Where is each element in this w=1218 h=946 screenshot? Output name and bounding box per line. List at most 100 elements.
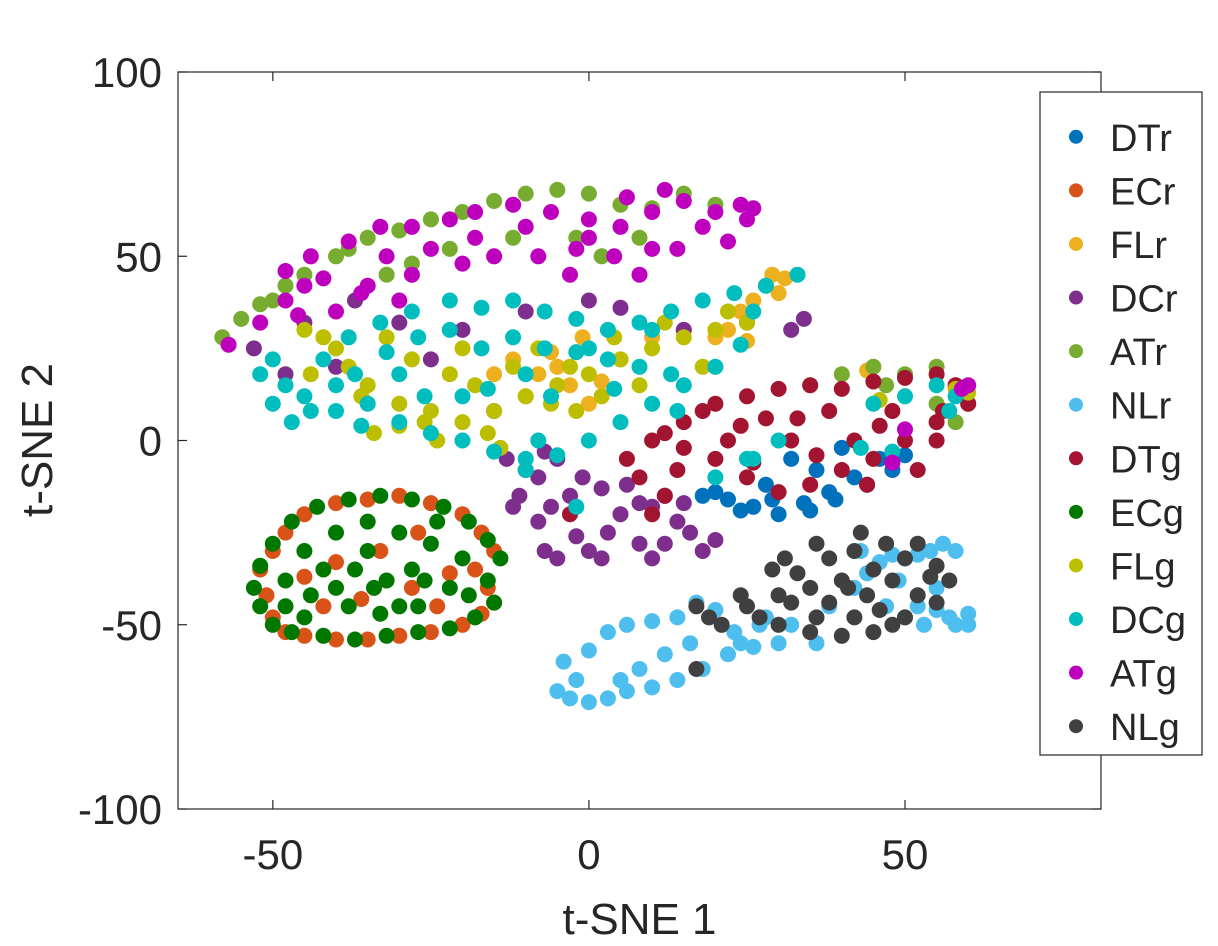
point-ATg-42 xyxy=(884,454,901,471)
point-DCg-5 xyxy=(391,414,408,431)
point-ATg-10 xyxy=(467,204,484,220)
point-ATg-14 xyxy=(612,218,629,235)
point-ECr-5 xyxy=(391,627,408,644)
point-NLg-8 xyxy=(897,550,913,567)
legend-marker-DTr xyxy=(1069,129,1083,144)
point-DTg-19 xyxy=(833,462,850,478)
point-ECg-16 xyxy=(372,487,389,504)
point-DCg-64 xyxy=(884,443,901,460)
point-DCg-10 xyxy=(549,447,566,464)
point-FLg-1 xyxy=(315,329,332,346)
point-DTg-27 xyxy=(757,410,774,427)
x-axis-label: t-SNE 1 xyxy=(562,895,716,944)
point-DTg-26 xyxy=(694,403,711,419)
point-NLr-0 xyxy=(549,683,566,700)
point-ATg-27 xyxy=(403,266,420,283)
point-DCg-12 xyxy=(612,414,629,431)
point-ATg-21 xyxy=(530,248,547,265)
point-DCg-39 xyxy=(473,340,490,357)
series-NLg xyxy=(688,524,958,677)
point-ECg-26 xyxy=(391,524,408,541)
point-ECg-5 xyxy=(378,627,395,644)
point-FLg-41 xyxy=(302,366,319,383)
point-NLg-27 xyxy=(821,550,838,567)
legend-marker-NLr xyxy=(1069,397,1083,412)
point-DCg-9 xyxy=(517,450,534,467)
point-DTr-13 xyxy=(732,502,749,519)
point-DTr-16 xyxy=(827,491,844,508)
point-NLg-10 xyxy=(941,572,958,589)
point-FLg-8 xyxy=(486,403,503,419)
point-FLg-23 xyxy=(403,351,420,368)
legend-marker-DTg xyxy=(1069,451,1083,466)
legend-label-ECg: ECg xyxy=(1110,493,1184,535)
point-NLg-26 xyxy=(789,565,806,582)
point-FLr-1 xyxy=(776,270,793,287)
point-DTr-5 xyxy=(694,487,711,504)
point-ECg-29 xyxy=(441,579,458,596)
point-FLr-9 xyxy=(549,358,566,375)
point-NLr-36 xyxy=(916,616,932,633)
legend-box xyxy=(1039,91,1203,756)
point-DTg-30 xyxy=(928,432,945,449)
point-DCg-42 xyxy=(568,344,585,361)
point-NLg-5 xyxy=(802,579,819,596)
point-DCr-39 xyxy=(644,550,661,567)
point-ECr-6 xyxy=(422,624,439,641)
point-FLg-32 xyxy=(454,340,471,357)
point-NLg-18 xyxy=(783,594,800,611)
point-DCg-15 xyxy=(707,358,724,375)
point-ECg-2 xyxy=(283,624,300,641)
point-NLr-9 xyxy=(745,638,762,655)
point-DCr-3 xyxy=(277,366,294,383)
point-ECr-18 xyxy=(328,495,344,512)
point-NLr-1 xyxy=(562,690,578,707)
point-DCg-17 xyxy=(283,414,300,431)
point-DCg-27 xyxy=(599,321,616,338)
point-NLr-38 xyxy=(960,605,977,622)
point-DCg-71 xyxy=(580,340,597,357)
point-ATg-9 xyxy=(441,211,458,228)
point-DTg-22 xyxy=(739,469,755,486)
point-DTr-4 xyxy=(720,491,736,508)
point-ATr-29 xyxy=(865,358,882,375)
point-DCr-41 xyxy=(682,524,699,541)
point-DCg-37 xyxy=(410,329,427,346)
point-DTg-12 xyxy=(897,369,913,386)
point-DCg-70 xyxy=(517,366,534,383)
point-DCg-7 xyxy=(454,432,471,449)
point-NLr-3 xyxy=(599,690,616,707)
point-DCg-3 xyxy=(328,377,344,394)
point-DTg-4 xyxy=(644,432,661,449)
point-ECr-31 xyxy=(296,568,313,585)
point-ECg-12 xyxy=(479,532,496,548)
legend-label-NLg: NLg xyxy=(1110,707,1180,749)
point-NLg-38 xyxy=(884,616,901,633)
legend-marker-DCg xyxy=(1069,612,1083,627)
point-ECg-33 xyxy=(302,587,319,604)
point-ATr-25 xyxy=(403,255,420,272)
point-DCr-24 xyxy=(631,495,648,512)
point-ECr-24 xyxy=(315,598,332,615)
point-DCr-34 xyxy=(656,535,673,552)
point-NLg-36 xyxy=(732,587,749,604)
point-DCg-24 xyxy=(505,292,522,309)
axis-ticks-layer: -50 0 50 100 50 0 -50 -100 xyxy=(78,49,1101,878)
point-NLg-16 xyxy=(770,616,787,633)
point-DCg-28 xyxy=(631,314,648,331)
point-ATr-2 xyxy=(252,296,269,313)
point-DTr-8 xyxy=(808,462,825,478)
point-DCg-35 xyxy=(347,366,363,383)
point-DTg-24 xyxy=(675,439,692,456)
point-DTg-41 xyxy=(859,476,876,493)
legend-label-DCr: DCr xyxy=(1110,279,1178,321)
point-FLg-34 xyxy=(568,403,585,419)
x-tick-label-2: 50 xyxy=(882,831,929,878)
point-ATg-23 xyxy=(606,248,623,265)
point-DTg-6 xyxy=(707,395,724,412)
point-NLr-49 xyxy=(682,635,699,652)
point-DTg-33 xyxy=(783,432,800,449)
scatter-points-layer xyxy=(214,181,977,711)
point-NLg-14 xyxy=(833,627,850,644)
point-DCr-44 xyxy=(505,498,522,515)
